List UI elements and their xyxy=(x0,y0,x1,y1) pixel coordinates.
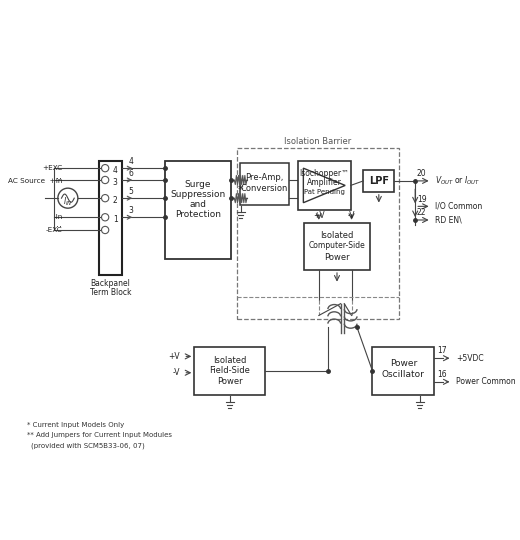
Text: Isolated: Isolated xyxy=(213,355,246,364)
Text: Power: Power xyxy=(324,253,350,262)
Text: 20: 20 xyxy=(417,169,426,178)
Text: LPF: LPF xyxy=(369,176,389,186)
Bar xyxy=(372,347,434,395)
Text: 17: 17 xyxy=(437,347,446,355)
Text: ..: .. xyxy=(56,219,62,228)
Text: Power: Power xyxy=(390,359,417,368)
Text: -V: -V xyxy=(348,211,355,220)
Text: -EXC: -EXC xyxy=(46,227,62,233)
Text: (provided with SCM5B33-06, 07): (provided with SCM5B33-06, 07) xyxy=(31,442,145,449)
Text: +EXC: +EXC xyxy=(42,165,62,171)
Text: Isolated: Isolated xyxy=(320,231,354,240)
Text: 22: 22 xyxy=(417,208,426,217)
Bar xyxy=(165,161,230,259)
Text: ..: .. xyxy=(56,171,62,181)
Text: Isochopper™: Isochopper™ xyxy=(300,169,349,178)
Text: and: and xyxy=(189,200,206,209)
Text: Pat Pending: Pat Pending xyxy=(304,189,345,195)
Text: 6: 6 xyxy=(128,169,134,178)
Text: 4: 4 xyxy=(128,157,134,166)
Text: +5VDC: +5VDC xyxy=(456,354,484,363)
Text: Isolation Barrier: Isolation Barrier xyxy=(284,137,352,146)
Text: Amplifier: Amplifier xyxy=(307,178,342,187)
Text: 2: 2 xyxy=(113,197,118,205)
Text: 3: 3 xyxy=(128,206,134,215)
Bar xyxy=(304,222,370,270)
Text: -V: -V xyxy=(172,368,180,377)
Bar xyxy=(298,161,350,210)
Text: -In: -In xyxy=(53,214,62,220)
Bar xyxy=(194,347,265,395)
Text: Conversion: Conversion xyxy=(241,184,288,193)
Text: 4: 4 xyxy=(113,166,118,176)
Text: +V: +V xyxy=(168,352,180,361)
Text: RD EN\: RD EN\ xyxy=(435,215,462,225)
Text: ** Add Jumpers for Current Input Modules: ** Add Jumpers for Current Input Modules xyxy=(27,433,172,438)
Text: I/O Common: I/O Common xyxy=(435,202,483,211)
Text: 19: 19 xyxy=(417,194,426,204)
Text: Power: Power xyxy=(217,377,242,386)
Text: +V: +V xyxy=(313,211,324,220)
Bar xyxy=(363,170,394,192)
Text: Computer-Side: Computer-Side xyxy=(309,241,366,250)
Text: Backpanel: Backpanel xyxy=(90,279,131,288)
Text: *: * xyxy=(238,185,243,195)
Text: $V_{OUT}$ or $I_{OUT}$: $V_{OUT}$ or $I_{OUT}$ xyxy=(435,174,480,187)
Text: * Current Input Models Only: * Current Input Models Only xyxy=(27,422,124,428)
Text: Power Common: Power Common xyxy=(456,377,516,386)
Text: Term Block: Term Block xyxy=(90,288,132,297)
Text: Pre-Amp,: Pre-Amp, xyxy=(245,173,283,182)
Text: 1: 1 xyxy=(113,215,118,225)
Text: $I_{IN}$: $I_{IN}$ xyxy=(63,195,73,208)
Text: Surge: Surge xyxy=(185,180,211,189)
Text: Oscillator: Oscillator xyxy=(382,370,425,379)
Text: Suppression: Suppression xyxy=(170,190,226,199)
Text: Protection: Protection xyxy=(175,210,221,219)
Text: AC Source  +In: AC Source +In xyxy=(8,178,62,184)
Text: 5: 5 xyxy=(128,187,134,197)
Bar xyxy=(237,148,399,319)
Text: 16: 16 xyxy=(437,370,446,379)
Bar xyxy=(240,163,289,205)
Text: 3: 3 xyxy=(113,178,118,187)
Bar xyxy=(99,161,122,274)
Text: Field-Side: Field-Side xyxy=(209,367,250,375)
